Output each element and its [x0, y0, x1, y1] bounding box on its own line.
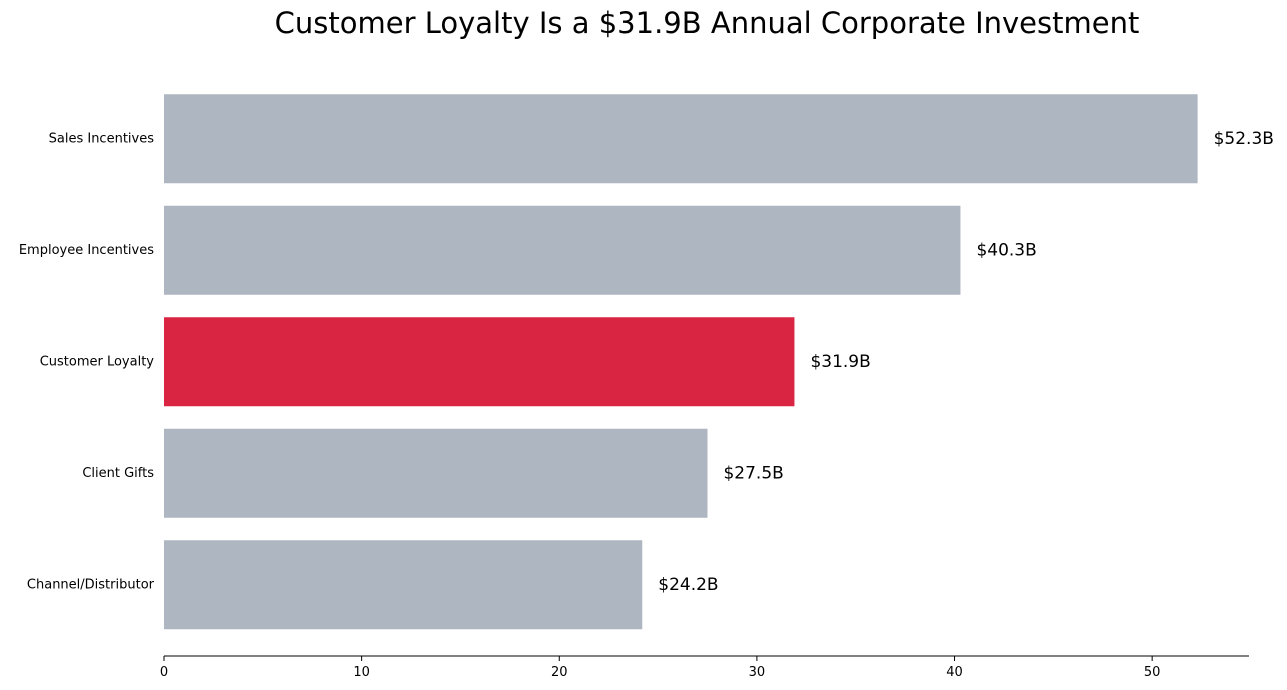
- x-axis: 0 10 20 30 40 50: [160, 655, 1249, 680]
- category-label-client-gifts: Client Gifts: [82, 466, 154, 481]
- category-label-channel-distributor: Channel/Distributor: [27, 577, 155, 592]
- value-label-channel-distributor: $24.2B: [658, 575, 718, 595]
- value-label-client-gifts: $27.5B: [723, 463, 783, 483]
- category-label-sales-incentives: Sales Incentives: [49, 131, 155, 146]
- value-label-customer-loyalty: $31.9B: [810, 352, 870, 372]
- bar-customer-loyalty: [164, 317, 795, 407]
- bar-sales-incentives: [164, 94, 1198, 184]
- bars-layer: [164, 94, 1198, 630]
- x-tick-label-10: 10: [353, 665, 370, 680]
- category-label-customer-loyalty: Customer Loyalty: [40, 354, 155, 369]
- value-label-sales-incentives: $52.3B: [1214, 129, 1274, 149]
- x-tick-label-50: 50: [1144, 665, 1161, 680]
- x-tick-label-30: 30: [749, 665, 766, 680]
- category-label-employee-incentives: Employee Incentives: [19, 243, 154, 258]
- chart-title: Customer Loyalty Is a $31.9B Annual Corp…: [275, 6, 1140, 40]
- labels-layer: Sales Incentives $52.3B Employee Incentive…: [19, 129, 1274, 595]
- x-tick-label-20: 20: [551, 665, 568, 680]
- value-label-employee-incentives: $40.3B: [976, 240, 1036, 260]
- bar-employee-incentives: [164, 205, 961, 295]
- bar-client-gifts: [164, 428, 708, 518]
- bar-channel-distributor: [164, 540, 643, 630]
- x-tick-label-0: 0: [160, 665, 168, 680]
- x-tick-label-40: 40: [946, 665, 963, 680]
